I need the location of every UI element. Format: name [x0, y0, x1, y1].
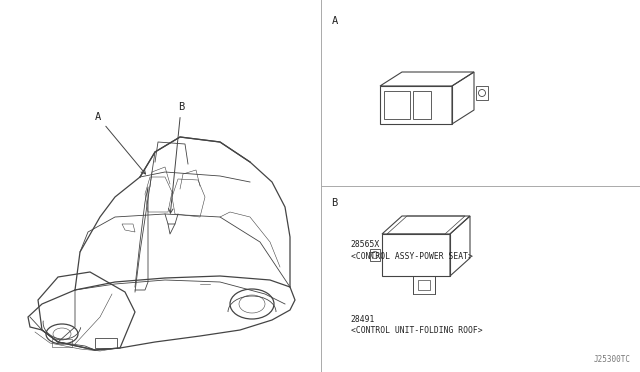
Bar — [413, 91, 431, 119]
Text: <CONTROL ASSY-POWER SEAT>: <CONTROL ASSY-POWER SEAT> — [351, 251, 472, 260]
Bar — [52, 339, 72, 347]
Bar — [384, 91, 410, 119]
Bar — [370, 249, 380, 261]
Bar — [95, 338, 117, 348]
Text: <CONTROL UNIT-FOLDING ROOF>: <CONTROL UNIT-FOLDING ROOF> — [351, 326, 483, 335]
Text: A: A — [95, 112, 145, 174]
Text: B: B — [332, 198, 338, 208]
Text: B: B — [168, 102, 184, 213]
Text: 28565X: 28565X — [351, 240, 380, 249]
Text: A: A — [332, 16, 338, 26]
Bar — [476, 86, 488, 100]
Text: 28491: 28491 — [351, 315, 375, 324]
Bar — [418, 280, 430, 290]
Text: J25300TC: J25300TC — [593, 355, 630, 364]
Bar — [413, 276, 435, 294]
